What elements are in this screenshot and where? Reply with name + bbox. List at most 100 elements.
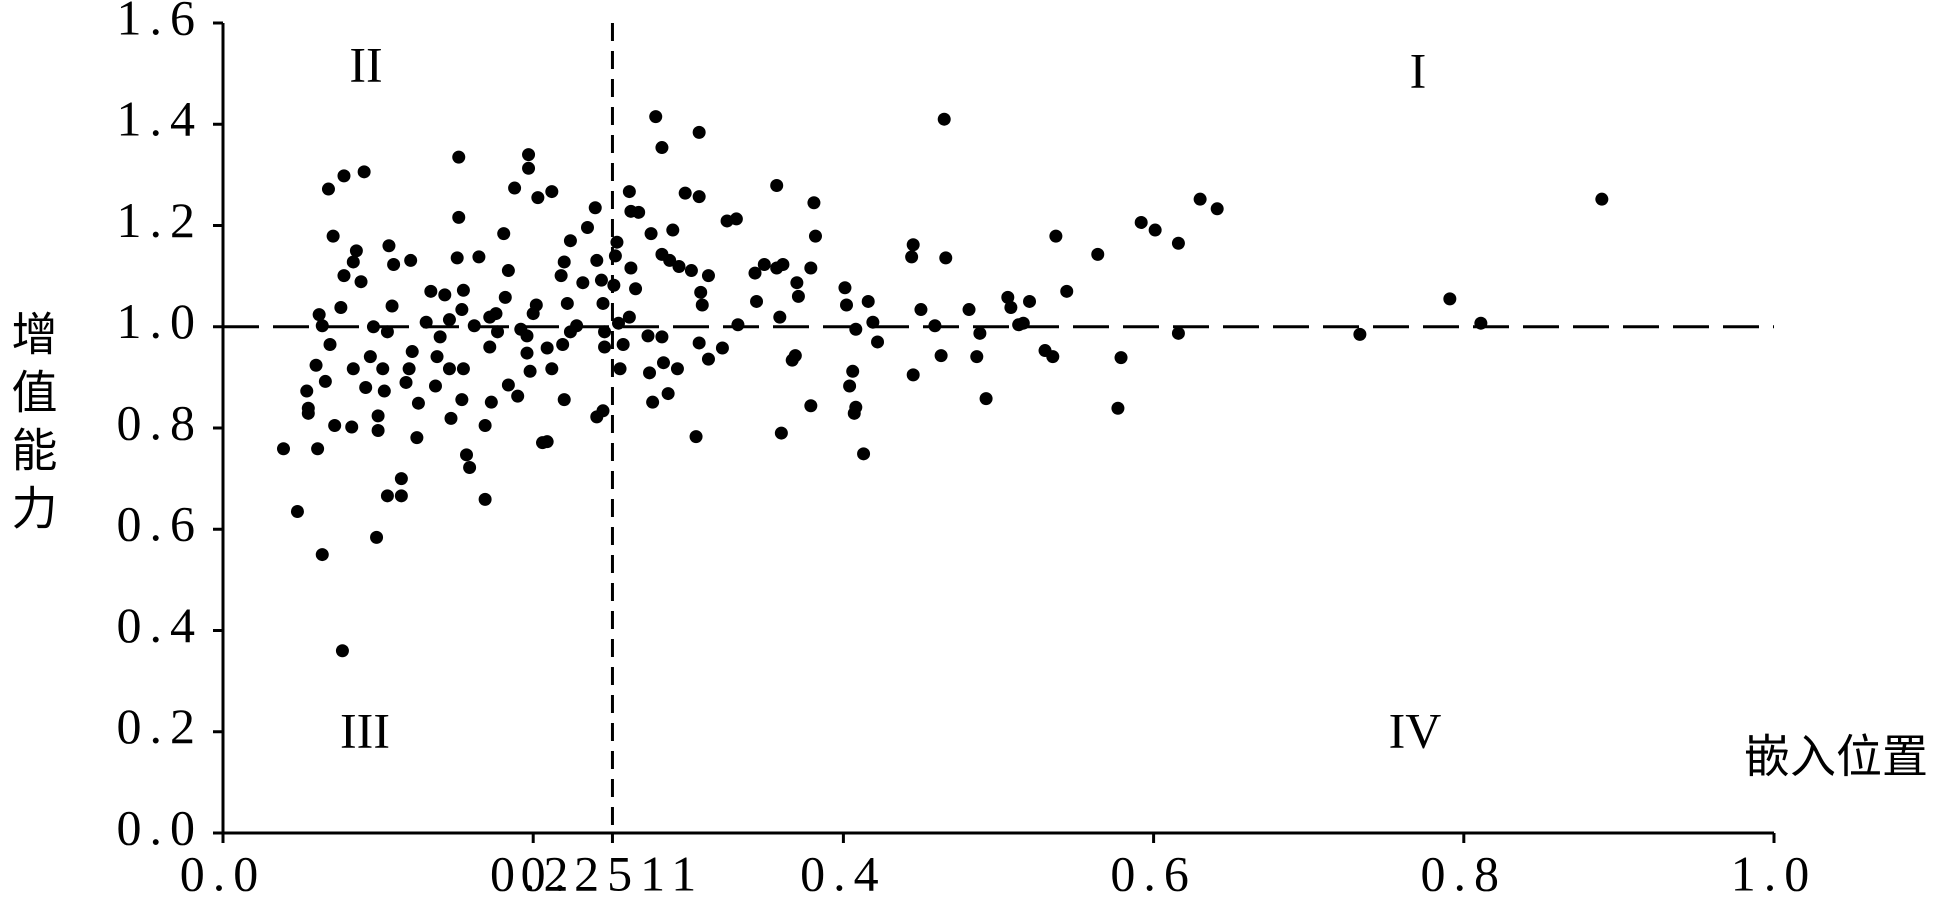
point	[656, 356, 670, 370]
point	[773, 310, 787, 324]
point	[428, 379, 442, 393]
point	[594, 273, 608, 287]
point	[380, 489, 394, 503]
x-tick-label: 0.0	[180, 845, 267, 900]
point	[380, 325, 394, 339]
point	[478, 418, 492, 432]
point	[460, 448, 474, 462]
point	[857, 447, 871, 461]
point	[791, 289, 805, 303]
point	[315, 319, 329, 333]
point	[655, 141, 669, 155]
point	[906, 238, 920, 252]
point	[590, 253, 604, 267]
point	[540, 435, 554, 449]
point	[345, 420, 359, 434]
point	[649, 110, 663, 124]
point	[607, 278, 621, 292]
point	[672, 260, 686, 274]
y-tick-label: 1.4	[117, 91, 204, 147]
point	[402, 362, 416, 376]
point	[394, 489, 408, 503]
point	[770, 261, 784, 275]
point	[906, 368, 920, 382]
point	[701, 269, 715, 283]
y-tick-label: 0.0	[117, 799, 204, 855]
point	[613, 362, 627, 376]
point	[979, 392, 993, 406]
point	[370, 530, 384, 544]
point	[1114, 351, 1128, 365]
quadrant-label: III	[340, 702, 390, 758]
point	[937, 112, 951, 126]
point	[643, 366, 657, 380]
point	[598, 340, 612, 354]
point	[661, 387, 675, 401]
point	[514, 322, 528, 336]
point	[411, 396, 425, 410]
point	[694, 285, 708, 299]
point	[678, 186, 692, 200]
point	[337, 269, 351, 283]
point	[328, 418, 342, 432]
point	[804, 261, 818, 275]
point	[624, 204, 638, 218]
point	[404, 253, 418, 267]
point	[1091, 247, 1105, 261]
point	[1171, 236, 1185, 250]
point	[622, 185, 636, 199]
quadrant-label: II	[349, 36, 382, 92]
point	[438, 288, 452, 302]
point	[312, 308, 326, 322]
point	[715, 341, 729, 355]
point	[757, 257, 771, 271]
point	[387, 257, 401, 271]
point	[748, 266, 762, 280]
point	[905, 250, 919, 264]
point	[346, 362, 360, 376]
point	[689, 430, 703, 444]
x-tick-label: 0.2	[490, 845, 577, 900]
point	[1210, 202, 1224, 216]
point	[846, 364, 860, 378]
point	[497, 227, 511, 241]
point	[1171, 326, 1185, 340]
point	[1595, 192, 1609, 206]
point	[692, 190, 706, 204]
point	[731, 318, 745, 332]
point	[655, 330, 669, 344]
point	[695, 298, 709, 312]
point	[545, 185, 559, 199]
point	[523, 364, 537, 378]
point	[692, 125, 706, 139]
point	[666, 223, 680, 237]
point	[644, 227, 658, 241]
point	[334, 301, 348, 315]
point	[450, 251, 464, 265]
point	[309, 358, 323, 372]
point	[478, 492, 492, 506]
point	[1012, 318, 1026, 332]
point	[790, 276, 804, 290]
point	[610, 235, 624, 249]
point	[554, 269, 568, 283]
point	[557, 393, 571, 407]
point	[540, 341, 554, 355]
point	[444, 411, 458, 425]
point	[520, 346, 534, 360]
point	[531, 191, 545, 205]
point	[1023, 294, 1037, 308]
y-tick-label: 1.6	[117, 0, 204, 45]
point	[508, 181, 522, 195]
point	[498, 290, 512, 304]
point	[866, 315, 880, 329]
point	[1193, 192, 1207, 206]
point	[349, 244, 363, 258]
point	[522, 161, 536, 175]
point	[849, 322, 863, 336]
point	[598, 325, 612, 339]
point	[840, 298, 854, 312]
point	[483, 340, 497, 354]
point	[399, 375, 413, 389]
